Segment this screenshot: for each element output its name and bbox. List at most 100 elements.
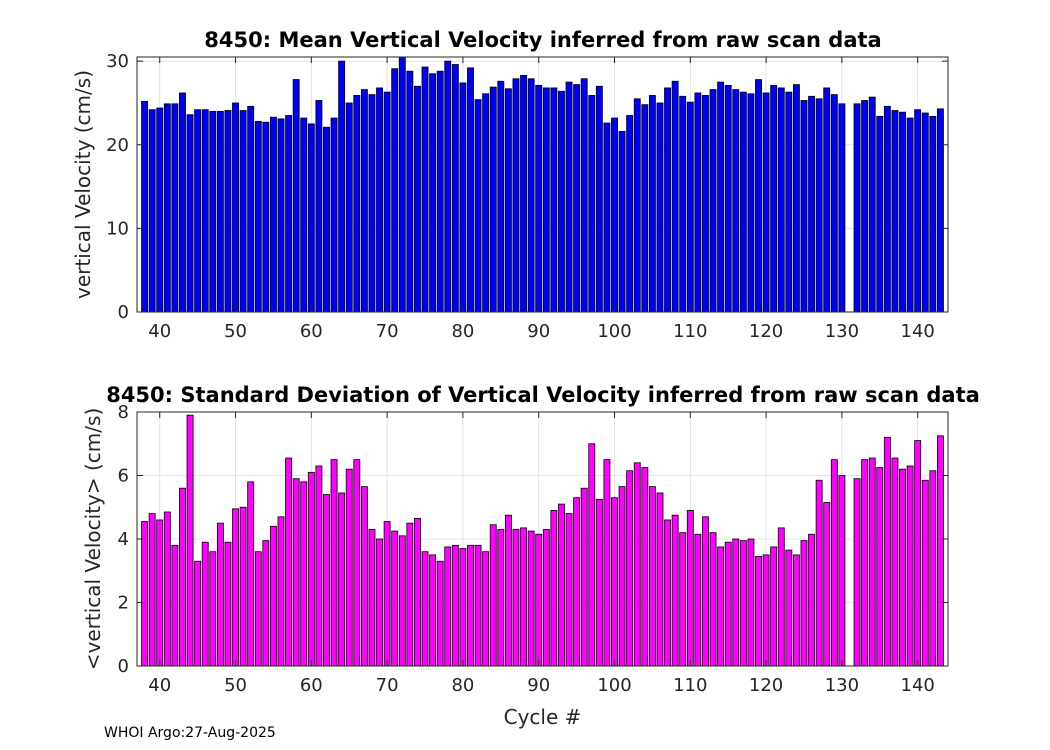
bar [792, 84, 800, 313]
bar [474, 544, 482, 667]
bar [770, 546, 778, 667]
x-tick-label: 90 [527, 675, 550, 696]
bar [906, 465, 914, 667]
x-tick-label: 130 [825, 321, 859, 342]
bar [474, 99, 482, 313]
bar [755, 556, 762, 667]
bar [573, 84, 581, 313]
bar [777, 527, 785, 667]
x-tick-label: 50 [224, 321, 247, 342]
y-axis-label: vertical Velocity (cm/s) [71, 70, 95, 299]
bar [216, 110, 224, 313]
bar [527, 530, 535, 667]
bar [444, 546, 452, 667]
bar [292, 79, 300, 313]
x-tick-label: 80 [451, 675, 474, 696]
bar [429, 554, 437, 667]
bar [239, 110, 247, 313]
bar [861, 100, 869, 313]
bar [671, 514, 679, 667]
bar [467, 67, 474, 313]
bar [717, 546, 725, 667]
bar [694, 92, 702, 313]
bar [755, 79, 762, 313]
bar [899, 111, 906, 313]
y-tick-label: 10 [106, 218, 129, 239]
bar [360, 486, 368, 667]
x-tick-label: 130 [825, 675, 859, 696]
bar [626, 115, 634, 313]
bar [163, 511, 171, 667]
bar [921, 479, 929, 667]
bar [239, 506, 247, 667]
bar [383, 91, 391, 313]
bar [838, 475, 846, 667]
bar [482, 551, 490, 667]
bar [421, 551, 429, 667]
bar [542, 529, 550, 667]
bar [186, 414, 194, 667]
bar [724, 541, 732, 667]
bar [179, 92, 186, 313]
bar [186, 114, 194, 313]
x-tick-label: 70 [376, 675, 399, 696]
bar [163, 103, 171, 313]
bar [489, 86, 497, 313]
bar [224, 110, 232, 313]
bar [664, 87, 671, 313]
bar [876, 115, 884, 313]
x-tick-label: 140 [901, 675, 935, 696]
bar [611, 117, 618, 313]
x-tick-label: 100 [597, 675, 631, 696]
bar [702, 95, 709, 313]
bar [641, 104, 649, 313]
x-axis-label: Cycle # [504, 705, 582, 729]
bar [368, 94, 376, 313]
bar [785, 91, 793, 313]
bar [542, 87, 550, 313]
y-tick-label: 8 [118, 402, 129, 423]
bar [558, 503, 565, 667]
bar [345, 468, 353, 667]
bar [611, 497, 618, 667]
bar [921, 112, 929, 313]
bar [307, 123, 315, 313]
bar [451, 544, 459, 667]
bar [823, 502, 831, 667]
bar [603, 122, 611, 313]
bar [588, 95, 596, 313]
bar [467, 544, 474, 667]
bar [520, 74, 527, 313]
bar [224, 541, 232, 667]
bar [595, 85, 603, 313]
bar [800, 100, 808, 313]
bar [535, 85, 543, 313]
bar [383, 521, 391, 667]
bar [936, 108, 944, 313]
bar [269, 525, 277, 667]
chart-title: 8450: Standard Deviation of Vertical Vel… [106, 383, 980, 407]
bar [285, 457, 293, 667]
bar [406, 522, 414, 667]
bar [739, 91, 747, 313]
bar [459, 82, 467, 313]
bar [868, 96, 876, 313]
bar [595, 498, 603, 667]
bar [906, 117, 914, 313]
footer-caption: WHOI Argo:27-Aug-2025 [104, 725, 276, 741]
bar [179, 487, 186, 667]
bar [307, 471, 315, 667]
bar [899, 468, 906, 667]
bar [376, 538, 383, 667]
bar [739, 540, 747, 667]
x-tick-label: 50 [224, 675, 247, 696]
y-tick-label: 0 [118, 656, 129, 677]
bar [194, 560, 202, 667]
bar [156, 107, 164, 313]
bar [868, 457, 876, 667]
bar [565, 81, 573, 313]
bar [883, 105, 891, 313]
x-tick-label: 80 [451, 321, 474, 342]
bar [398, 56, 406, 313]
x-tick-label: 40 [148, 675, 171, 696]
